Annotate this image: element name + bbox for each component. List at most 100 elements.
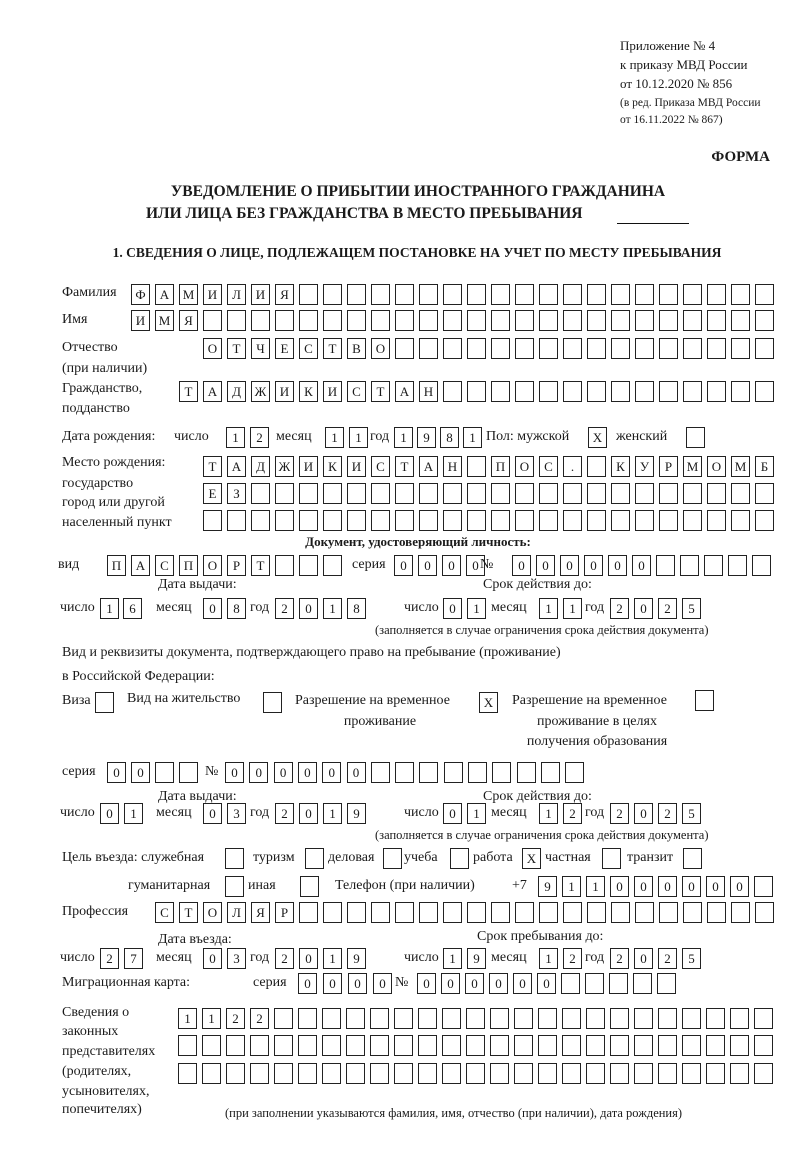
char-cell[interactable]	[565, 762, 585, 783]
char-cell[interactable]	[395, 902, 414, 923]
char-cell[interactable]	[635, 902, 654, 923]
char-cell[interactable]: 0	[203, 948, 222, 969]
char-cell[interactable]: О	[203, 902, 222, 923]
char-cell[interactable]	[754, 876, 773, 897]
char-cell[interactable]: 0	[225, 762, 244, 783]
char-cell[interactable]	[561, 973, 580, 994]
char-cell[interactable]	[538, 1008, 557, 1029]
char-cell[interactable]	[443, 902, 462, 923]
char-cell[interactable]	[274, 1035, 293, 1056]
char-cell[interactable]: 1	[226, 427, 245, 448]
char-cell[interactable]	[322, 1063, 341, 1084]
char-cell[interactable]	[371, 284, 390, 305]
checkbox-cell[interactable]	[450, 848, 469, 869]
char-cell[interactable]	[419, 510, 438, 531]
char-cell[interactable]	[323, 902, 342, 923]
checkbox-cell[interactable]	[686, 427, 705, 448]
char-cell[interactable]	[250, 1063, 269, 1084]
char-cell[interactable]	[658, 1035, 677, 1056]
char-cell[interactable]	[683, 381, 702, 402]
char-cell[interactable]: 0	[373, 973, 392, 994]
char-cell[interactable]	[466, 1008, 485, 1029]
char-cell[interactable]	[539, 338, 558, 359]
char-cell[interactable]: 1	[202, 1008, 221, 1029]
char-cell[interactable]: 5	[682, 803, 701, 824]
char-cell[interactable]	[514, 1035, 533, 1056]
char-cell[interactable]: 1	[178, 1008, 197, 1029]
char-cell[interactable]	[682, 1008, 701, 1029]
char-cell[interactable]: 0	[632, 555, 651, 576]
char-cell[interactable]: Ф	[131, 284, 150, 305]
char-cell[interactable]	[442, 1035, 461, 1056]
char-cell[interactable]	[585, 973, 604, 994]
checkbox-cell[interactable]	[300, 876, 319, 897]
char-cell[interactable]	[731, 902, 750, 923]
char-cell[interactable]	[611, 284, 630, 305]
char-cell[interactable]: 2	[275, 948, 294, 969]
char-cell[interactable]	[419, 483, 438, 504]
char-cell[interactable]	[587, 902, 606, 923]
char-cell[interactable]	[707, 338, 726, 359]
char-cell[interactable]	[731, 338, 750, 359]
char-cell[interactable]	[275, 555, 294, 576]
char-cell[interactable]: О	[707, 456, 726, 477]
char-cell[interactable]: С	[539, 456, 558, 477]
char-cell[interactable]	[394, 1063, 413, 1084]
char-cell[interactable]	[731, 310, 750, 331]
char-cell[interactable]: И	[299, 456, 318, 477]
char-cell[interactable]: Р	[275, 902, 294, 923]
char-cell[interactable]: У	[635, 456, 654, 477]
char-cell[interactable]	[346, 1063, 365, 1084]
char-cell[interactable]	[539, 381, 558, 402]
char-cell[interactable]: 2	[610, 948, 629, 969]
char-cell[interactable]: Ж	[251, 381, 270, 402]
char-cell[interactable]	[491, 338, 510, 359]
char-cell[interactable]	[610, 1035, 629, 1056]
char-cell[interactable]	[659, 284, 678, 305]
char-cell[interactable]: 1	[467, 598, 486, 619]
char-cell[interactable]: 1	[539, 803, 558, 824]
checkbox-cell[interactable]	[602, 848, 621, 869]
char-cell[interactable]	[371, 310, 390, 331]
char-cell[interactable]	[466, 1063, 485, 1084]
char-cell[interactable]	[706, 1008, 725, 1029]
char-cell[interactable]: И	[251, 284, 270, 305]
char-cell[interactable]: З	[227, 483, 246, 504]
char-cell[interactable]: 0	[203, 598, 222, 619]
char-cell[interactable]	[706, 1035, 725, 1056]
char-cell[interactable]	[707, 381, 726, 402]
char-cell[interactable]	[706, 1063, 725, 1084]
char-cell[interactable]	[516, 762, 536, 783]
char-cell[interactable]	[755, 310, 774, 331]
char-cell[interactable]: И	[131, 310, 150, 331]
char-cell[interactable]	[443, 483, 462, 504]
char-cell[interactable]	[443, 510, 462, 531]
char-cell[interactable]	[394, 1008, 413, 1029]
char-cell[interactable]: 5	[682, 948, 701, 969]
char-cell[interactable]	[659, 483, 678, 504]
char-cell[interactable]: 0	[443, 803, 462, 824]
char-cell[interactable]	[586, 1008, 605, 1029]
char-cell[interactable]: 1	[443, 948, 462, 969]
char-cell[interactable]: 3	[227, 803, 246, 824]
char-cell[interactable]: 1	[124, 803, 143, 824]
char-cell[interactable]	[515, 284, 534, 305]
char-cell[interactable]: 0	[730, 876, 749, 897]
char-cell[interactable]	[251, 483, 270, 504]
char-cell[interactable]	[731, 510, 750, 531]
char-cell[interactable]	[515, 510, 534, 531]
char-cell[interactable]: К	[611, 456, 630, 477]
char-cell[interactable]: П	[491, 456, 510, 477]
char-cell[interactable]: С	[299, 338, 318, 359]
char-cell[interactable]	[538, 1063, 557, 1084]
char-cell[interactable]: О	[203, 338, 222, 359]
char-cell[interactable]	[611, 310, 630, 331]
char-cell[interactable]: .	[563, 456, 582, 477]
char-cell[interactable]: 0	[323, 973, 342, 994]
char-cell[interactable]: 8	[440, 427, 459, 448]
char-cell[interactable]: А	[227, 456, 246, 477]
char-cell[interactable]	[227, 510, 246, 531]
char-cell[interactable]: 1	[394, 427, 413, 448]
char-cell[interactable]	[395, 510, 414, 531]
char-cell[interactable]: А	[155, 284, 174, 305]
